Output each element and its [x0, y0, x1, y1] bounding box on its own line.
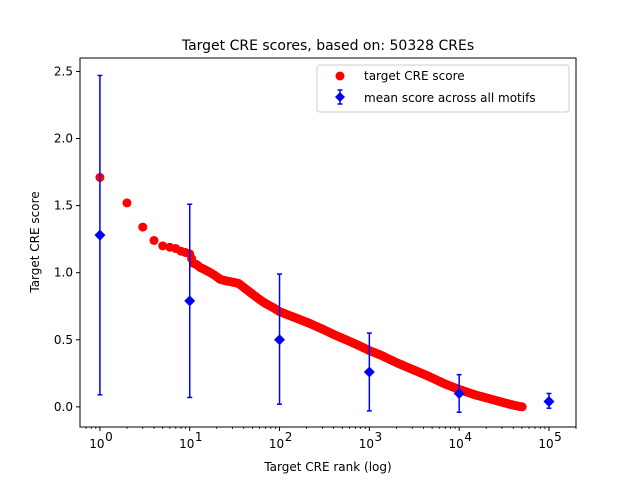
mean-score-point-2: [274, 334, 286, 346]
target-score-point-4: [158, 241, 168, 251]
mean-score-point-0: [94, 229, 106, 241]
y-axis: 0.0 0.5 1.0 1.5 2.0 2.5: [54, 64, 80, 414]
y-tick-label: 1.0: [54, 266, 73, 280]
target-score-point-2: [138, 222, 148, 232]
x-tick-exponent: 4: [464, 430, 472, 444]
target-score-dense-point: [516, 402, 526, 412]
x-tick-exponent: 3: [375, 430, 383, 444]
mean-score-point-1: [184, 295, 196, 307]
y-tick-label: 2.0: [54, 132, 73, 146]
legend-marker-mean-score: [335, 92, 345, 102]
x-tick-exponent: 5: [554, 430, 562, 444]
x-tick-label: 10: [89, 437, 104, 451]
target-score-point-1: [122, 198, 132, 208]
legend-marker-target-score: [335, 71, 345, 81]
x-axis-label: Target CRE rank (log): [263, 460, 391, 474]
legend-label-mean-score: mean score across all motifs: [364, 91, 536, 105]
y-axis-label: Target CRE score: [28, 191, 42, 293]
legend-label-target-score: target CRE score: [364, 69, 465, 83]
target-score-point-3: [149, 235, 159, 245]
x-tick-label: 10: [538, 437, 553, 451]
y-tick-label: 0.0: [54, 400, 73, 414]
mean-score-point-5: [543, 396, 555, 408]
x-tick-label: 10: [269, 437, 284, 451]
x-axis: 10 0 10 1 10 2 10 3 10 4 10 5: [85, 427, 577, 451]
x-tick-exponent: 1: [195, 430, 203, 444]
x-tick-label: 10: [449, 437, 464, 451]
legend-box: [316, 64, 570, 113]
mean-score-point-3: [363, 366, 375, 378]
chart-title: Target CRE scores, based on: 50328 CREs: [181, 38, 474, 54]
x-tick-exponent: 0: [105, 430, 113, 444]
y-tick-label: 2.5: [54, 64, 73, 78]
plot-area: [94, 74, 555, 413]
legend: target CRE score mean score across all m…: [316, 64, 570, 113]
y-tick-label: 0.5: [54, 333, 73, 347]
x-tick-label: 10: [179, 437, 194, 451]
mean-score-point-4: [453, 387, 465, 399]
axes-frame: [79, 57, 577, 428]
x-tick-exponent: 2: [285, 430, 293, 444]
y-tick-label: 1.5: [54, 199, 73, 213]
x-tick-label: 10: [359, 437, 374, 451]
